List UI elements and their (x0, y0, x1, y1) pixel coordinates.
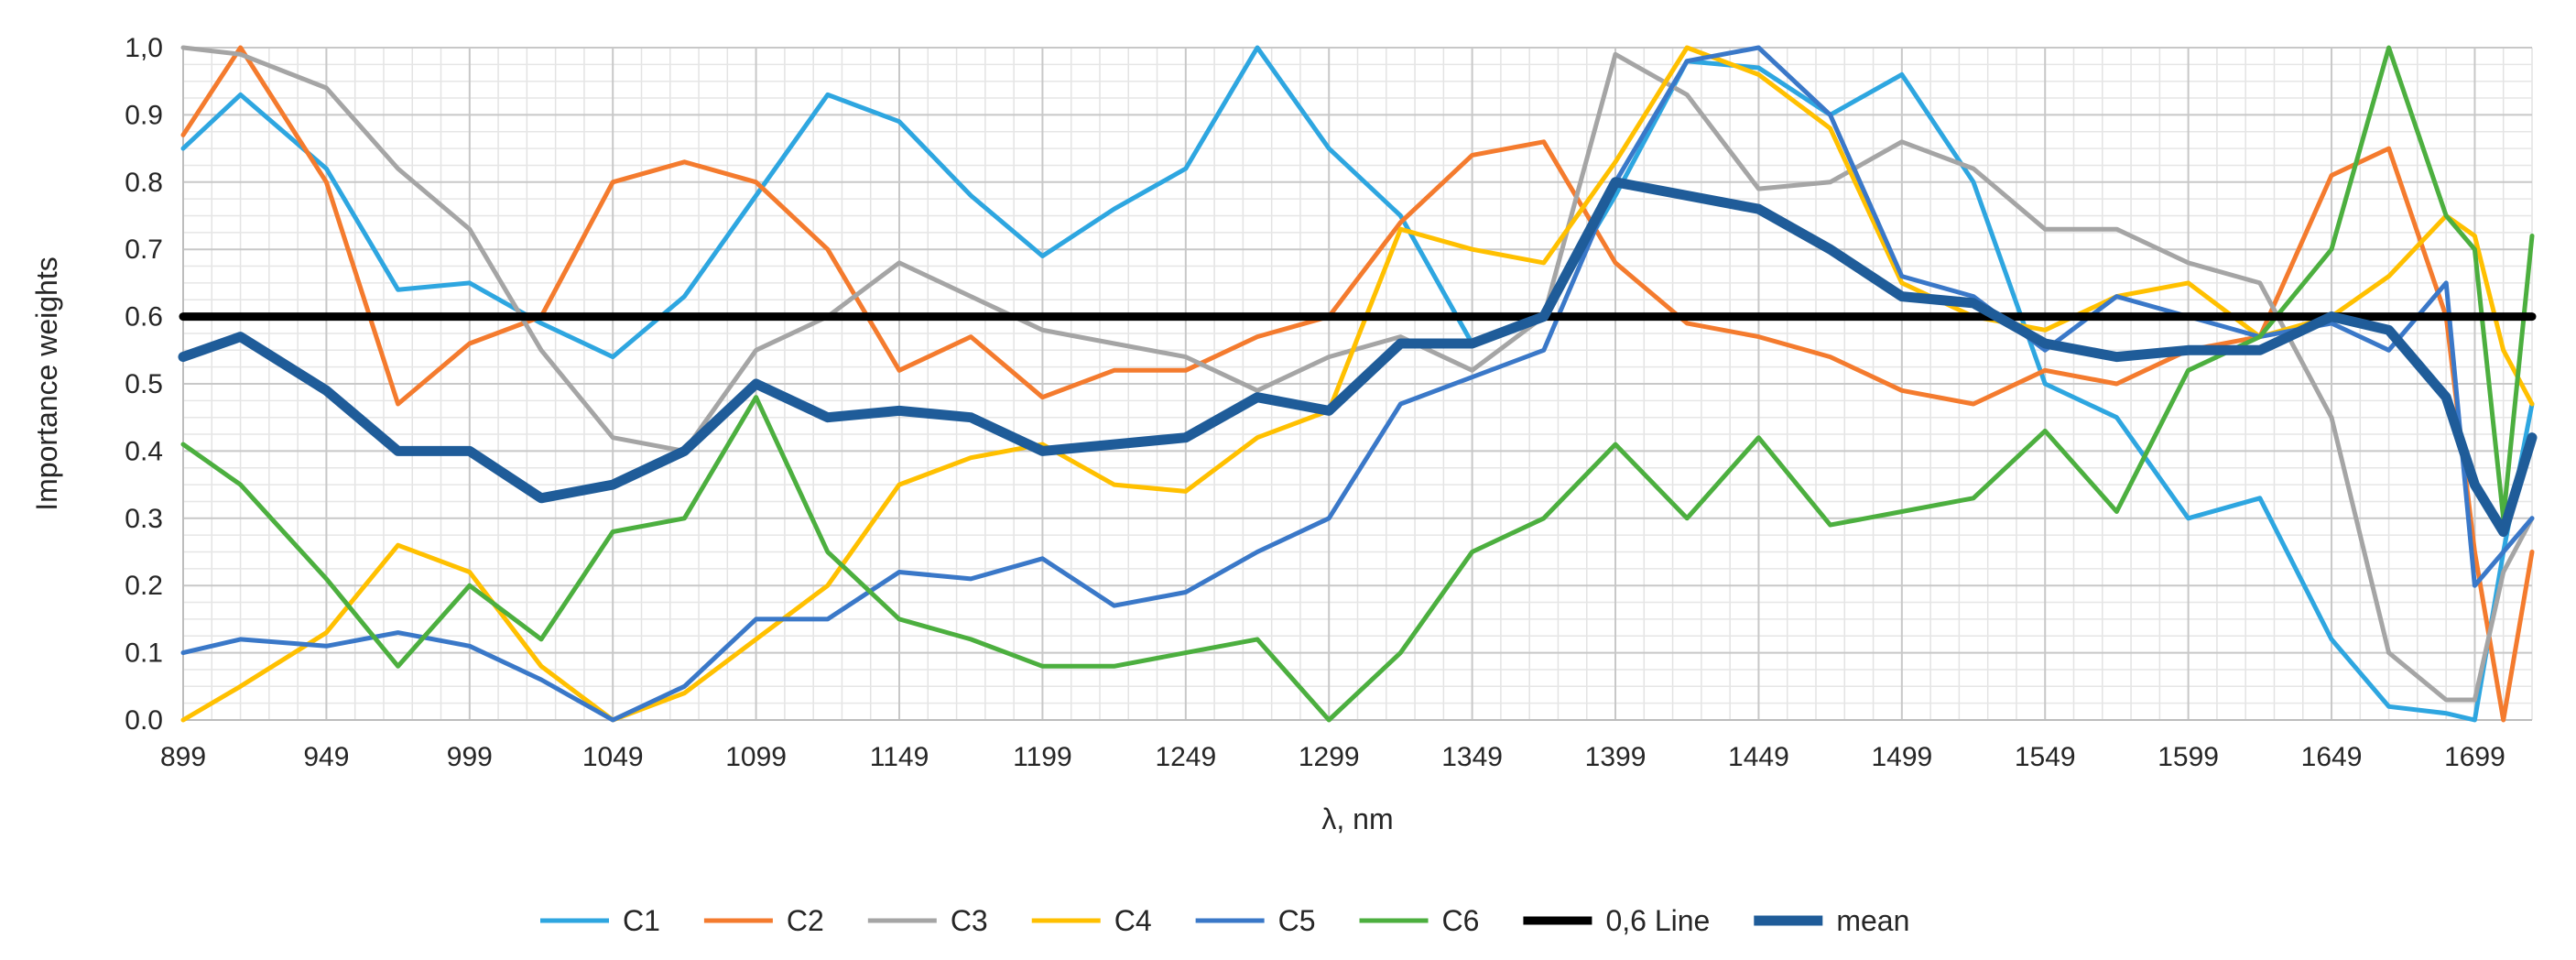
legend-item: 0,6 Line (1523, 904, 1710, 937)
x-tick-label: 899 (160, 742, 206, 772)
legend-item: C3 (867, 904, 988, 937)
x-tick-label: 1249 (1155, 742, 1216, 772)
legend-item: C1 (540, 904, 660, 937)
x-tick-label: 949 (303, 742, 349, 772)
y-tick-label: 0.8 (125, 168, 163, 198)
legend-item: mean (1754, 904, 1909, 937)
y-tick-label: 0.4 (125, 436, 163, 466)
legend-item: C6 (1359, 904, 1480, 937)
x-tick-label: 999 (447, 742, 493, 772)
y-tick-label: 0.6 (125, 302, 163, 333)
y-tick-label: 0.3 (125, 504, 163, 534)
legend-label: C3 (951, 904, 988, 937)
x-tick-label: 1299 (1299, 742, 1360, 772)
y-tick-label: 0.1 (125, 638, 163, 669)
legend: C1 C2 C3 C4 C5 C6 0,6 Line mean (540, 904, 1909, 937)
x-tick-label: 1399 (1585, 742, 1647, 772)
series-line-c3 (180, 45, 2535, 703)
x-tick-label: 1449 (1728, 742, 1789, 772)
y-axis-title: Importance weights (30, 256, 63, 510)
legend-label: mean (1836, 904, 1909, 937)
tick-labels: 899 949 999 1049 1099 1149 1199 1249 1299 1349 139… (125, 33, 2505, 772)
series-lines (178, 45, 2538, 723)
y-tick-label: 1,0 (125, 33, 163, 63)
series-line-c1 (180, 45, 2535, 723)
legend-label: C5 (1278, 904, 1316, 937)
legend-label: 0,6 Line (1605, 904, 1710, 937)
x-axis-title: λ, nm (1321, 802, 1393, 835)
series-line-mean (178, 177, 2538, 537)
y-tick-label: 0.2 (125, 571, 163, 601)
legend-label: C4 (1114, 904, 1152, 937)
x-tick-label: 1049 (582, 742, 644, 772)
legend-label: C2 (787, 904, 824, 937)
legend-item: C2 (703, 904, 824, 937)
y-tick-label: 0.0 (125, 705, 163, 736)
axes (182, 48, 2532, 721)
legend-item: C4 (1031, 904, 1152, 937)
legend-label: C1 (623, 904, 660, 937)
y-tick-label: 0.9 (125, 100, 163, 130)
series-line-c5 (180, 45, 2535, 723)
x-tick-label: 1349 (1441, 742, 1503, 772)
y-tick-label: 0.7 (125, 235, 163, 265)
x-tick-label: 1099 (725, 742, 787, 772)
x-tick-label: 1499 (1871, 742, 1932, 772)
legend-label: C6 (1442, 904, 1480, 937)
x-tick-label: 1199 (1013, 742, 1072, 772)
x-tick-label: 1549 (2015, 742, 2076, 772)
legend-item: C5 (1195, 904, 1316, 937)
x-tick-label: 1149 (870, 742, 929, 772)
series-line-c6 (180, 45, 2535, 723)
y-tick-label: 0.5 (125, 369, 163, 399)
x-tick-label: 1649 (2301, 742, 2363, 772)
x-tick-label: 1599 (2158, 742, 2219, 772)
x-tick-label: 1699 (2444, 742, 2505, 772)
